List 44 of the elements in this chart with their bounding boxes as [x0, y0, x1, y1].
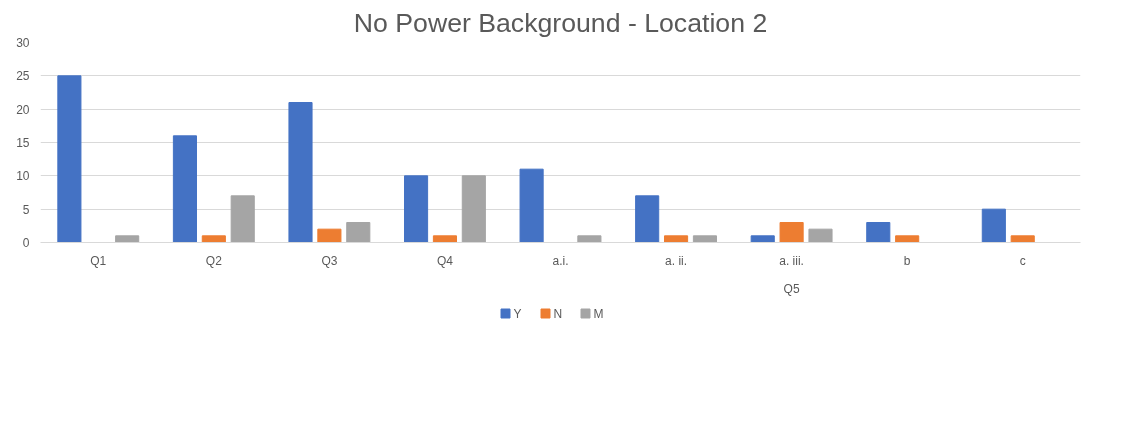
- bar: [808, 228, 833, 243]
- y-tick-label: 20: [16, 102, 30, 117]
- y-tick-label: 15: [16, 136, 30, 150]
- x-tick-label: c: [1019, 253, 1026, 268]
- x-tick-label: a. iii.: [779, 253, 804, 268]
- bar: [664, 235, 689, 243]
- bar: [461, 175, 486, 243]
- text: Q5: [783, 281, 800, 296]
- bar: [895, 235, 920, 243]
- bar: [750, 235, 775, 243]
- bar: [981, 208, 1006, 243]
- y-tick-label: 25: [16, 69, 30, 84]
- bar: [346, 222, 371, 243]
- x-tick-label: a.i.: [552, 253, 569, 268]
- x-tick-label: Q1: [90, 253, 107, 268]
- chart-title: No Power Background - Location 2: [353, 7, 768, 38]
- y-tick-label: 10: [16, 169, 30, 184]
- y-tick-label: 0: [22, 236, 30, 250]
- bar: [432, 235, 457, 243]
- bar: [201, 235, 226, 243]
- bar: [115, 235, 140, 243]
- x-tick-label: Q4: [436, 253, 454, 268]
- x-tick-label: Q3: [321, 253, 338, 268]
- bar: [635, 195, 660, 243]
- x-tick-label: b: [903, 253, 911, 268]
- bar: [1010, 235, 1035, 243]
- bar: [172, 135, 197, 243]
- bar: [577, 235, 602, 243]
- bar: [519, 168, 544, 243]
- bar: [779, 222, 804, 243]
- legend-label: M: [593, 306, 604, 321]
- bar: [288, 102, 313, 243]
- bar: [230, 195, 255, 243]
- bar: [692, 235, 717, 243]
- x-tick-label: a. ii.: [665, 253, 688, 268]
- bar: [404, 175, 429, 243]
- y-tick-label: 5: [22, 202, 30, 217]
- legend-label: N: [553, 306, 563, 321]
- bar: [57, 75, 82, 243]
- y-tick-label: 30: [16, 36, 30, 50]
- legend-label: Y: [513, 306, 522, 321]
- bar: [866, 222, 891, 243]
- bar: [317, 228, 342, 243]
- x-tick-label: Q2: [205, 253, 223, 268]
